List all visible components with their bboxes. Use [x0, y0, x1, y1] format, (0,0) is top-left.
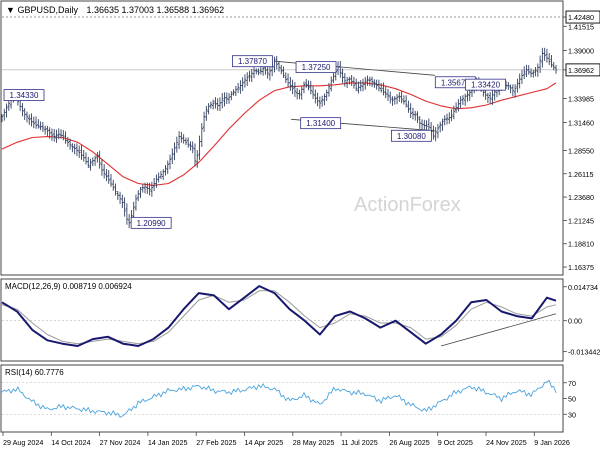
rsi-panel-frame: [0, 364, 564, 433]
level-label-box: [390, 129, 432, 142]
date-axis-label: 14 Oct 2024: [51, 438, 90, 447]
macd-line: [1, 285, 557, 347]
rsi-axis-label: 70: [568, 379, 576, 388]
macd-axis-label: 0.00: [568, 317, 582, 326]
chart-title: ▼ GBPUSD,Daily 1.36635 1.37003 1.36588 1…: [6, 5, 224, 15]
price-bars: [0, 47, 558, 228]
date-axis-label: 9 Oct 2025: [438, 438, 473, 447]
rsi-layer: [1, 379, 563, 418]
price-axis-highlight-box: [565, 63, 600, 77]
level-label-box: [295, 61, 337, 74]
date-axis-label: 14 Jan 2025: [148, 438, 188, 447]
price-layer: 1.34330 1.20990 1.37870 1.31400 1.37250 1.300…: [0, 16, 563, 229]
date-axis-label: 14 Apr 2025: [245, 438, 284, 447]
macd-layer: [1, 285, 563, 347]
price-panel-frame: [0, 0, 564, 276]
date-axis-label: 27 Nov 2024: [100, 438, 141, 447]
price-axis-label: 1.23680: [568, 193, 594, 202]
macd-signal-line: [1, 290, 557, 345]
level-label-box: [130, 216, 172, 229]
level-label: 1.33420: [471, 81, 500, 90]
level-label: 1.31400: [306, 119, 335, 128]
rsi-line: [1, 379, 557, 418]
level-label: 1.35670: [441, 78, 470, 87]
symbol-icon: ▼: [6, 5, 15, 15]
ohlc-values: 1.36635 1.37003 1.36588 1.36962: [86, 5, 224, 15]
moving-average-line: [1, 82, 557, 186]
price-axis-label: 1.26115: [568, 170, 593, 179]
rsi-title: RSI(14) 60.7776: [5, 368, 64, 377]
level-label: 1.37870: [238, 57, 267, 66]
date-axis-label: 24 Nov 2025: [486, 438, 527, 447]
price-axis-label: 1.42480: [568, 13, 594, 22]
macd-title: MACD(12,26,9) 0.008719 0.006924: [5, 282, 132, 291]
level-label-box: [465, 78, 506, 91]
level-label: 1.30080: [397, 132, 426, 141]
level-label: 1.34330: [10, 91, 39, 100]
macd-axis-label: 0.014734: [568, 283, 598, 292]
price-axis-label: 1.33985: [568, 94, 594, 103]
price-axis-label: 1.21245: [568, 216, 594, 225]
level-label-box: [300, 117, 342, 130]
date-axis-label: 26 Aug 2025: [389, 438, 429, 447]
price-axis-label: 1.16375: [568, 263, 594, 272]
level-label-box: [232, 55, 273, 68]
date-axis-label: 9 Jan 2026: [534, 438, 570, 447]
rsi-axis-label: 50: [568, 395, 576, 404]
level-label: 1.37250: [302, 63, 331, 72]
date-axis-label: 11 Jul 2025: [341, 438, 378, 447]
rsi-axis-label: 30: [568, 410, 576, 419]
date-axis-label: 29 Aug 2024: [3, 438, 43, 447]
price-axis-label: 1.31460: [568, 119, 594, 128]
macd-trendline: [440, 313, 557, 347]
price-axis-label: 1.39000: [568, 46, 594, 55]
price-axis-label: 1.41515: [568, 22, 594, 31]
symbol-label: GBPUSD,Daily: [17, 5, 78, 15]
date-axis-label: 27 Feb 2025: [196, 438, 236, 447]
axis-layer: 1.16375 1.18810 1.21245 1.23680 1.26115 1.285…: [2, 10, 600, 447]
level-label-box: [3, 89, 45, 101]
price-axis-label: 1.18810: [568, 240, 594, 249]
date-axis-label: 28 May 2025: [293, 438, 335, 447]
macd-panel-frame: [0, 278, 564, 362]
price-axis-highlight-box: [565, 10, 600, 24]
price-axis-label: 1.36962: [568, 66, 594, 75]
level-label: 1.20990: [137, 219, 166, 228]
macd-axis-label: -0.013442: [568, 348, 600, 357]
price-axis-label: 1.28550: [568, 146, 594, 155]
watermark: ActionForex: [354, 194, 461, 216]
